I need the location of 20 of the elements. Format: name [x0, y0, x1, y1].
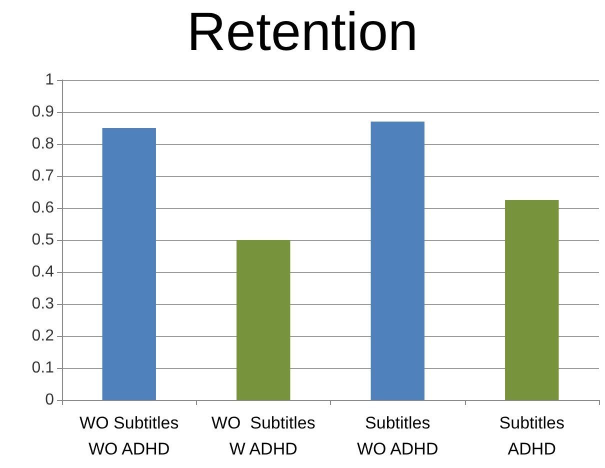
bar [505, 200, 559, 400]
y-tick-label: 0.7 [32, 168, 54, 184]
x-tick-label: WO Subtitles WO ADHD [80, 414, 179, 458]
y-tick-label: 0.4 [32, 264, 54, 280]
y-tick-label: 0 [45, 392, 54, 408]
y-tick-label: 0.1 [32, 360, 54, 376]
x-tick-label: WO Subtitles W ADHD [211, 414, 316, 458]
x-tick-label: Subtitles WO ADHD [357, 414, 438, 458]
y-tick-label: 0.9 [32, 104, 54, 120]
bar [236, 240, 290, 400]
y-tick-label: 0.3 [32, 296, 54, 312]
y-tick-label: 0.5 [32, 232, 54, 248]
x-tick-label: Subtitles ADHD [499, 414, 564, 458]
y-tick-label: 0.8 [32, 136, 54, 152]
chart-title: Retention [186, 2, 418, 62]
y-tick-label: 1 [45, 72, 54, 88]
bar [102, 128, 156, 400]
y-tick-label: 0.2 [32, 328, 54, 344]
y-tick-label: 0.6 [32, 200, 54, 216]
bar [370, 122, 424, 400]
